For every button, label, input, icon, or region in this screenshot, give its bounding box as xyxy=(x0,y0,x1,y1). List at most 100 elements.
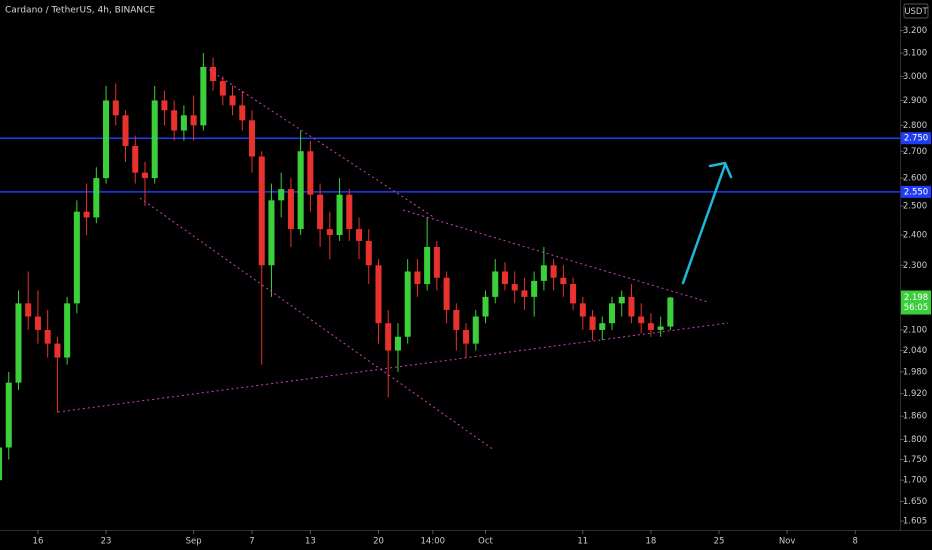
candle-body xyxy=(531,280,538,297)
candle-body xyxy=(210,66,217,82)
candle-body xyxy=(657,326,664,330)
y-tick-label: 3.000 xyxy=(903,72,927,82)
candle-body xyxy=(44,329,51,344)
y-tick-label: 2.800 xyxy=(903,121,927,131)
candle-body xyxy=(336,194,343,236)
candle-body xyxy=(638,316,645,324)
currency-label[interactable]: USDT xyxy=(904,7,928,17)
candle-body xyxy=(268,200,275,266)
y-tick-label: 2.040 xyxy=(903,346,927,356)
y-tick-label: 1.700 xyxy=(903,476,927,486)
candle-body xyxy=(492,271,499,297)
candle-body xyxy=(54,343,61,358)
x-tick-label: 25 xyxy=(714,537,725,547)
currency-box[interactable] xyxy=(903,3,929,19)
candle-body xyxy=(317,194,324,230)
trend-line xyxy=(402,209,709,303)
candle-body xyxy=(424,246,431,285)
x-tick-label: Nov xyxy=(779,537,796,547)
plot xyxy=(0,53,900,481)
candle-body xyxy=(83,211,90,218)
drawings xyxy=(57,66,729,451)
candle-body xyxy=(0,447,3,481)
candle-body xyxy=(171,110,178,131)
candle-body xyxy=(385,323,392,351)
candle-body xyxy=(472,316,479,344)
candle-body xyxy=(433,246,440,278)
level-label-box xyxy=(901,132,931,145)
candle-body xyxy=(64,303,71,358)
x-tick-label: 18 xyxy=(646,537,657,547)
candle-body xyxy=(443,277,450,310)
y-tick-label: 3.200 xyxy=(903,26,927,36)
candle-body xyxy=(15,303,22,383)
candle-body xyxy=(608,303,616,324)
candle-body xyxy=(365,240,372,266)
x-tick-label: Oct xyxy=(478,537,493,547)
candle-body xyxy=(248,120,256,157)
candle-body xyxy=(618,296,625,304)
candle-body xyxy=(297,151,304,230)
candle-body xyxy=(122,115,129,147)
candle-body xyxy=(521,290,528,297)
candle-body xyxy=(599,323,606,330)
candle-body xyxy=(560,277,567,285)
candle-body xyxy=(219,81,226,96)
y-tick-label: 1.605 xyxy=(903,517,927,527)
candle-body xyxy=(404,271,411,337)
candle-body xyxy=(550,265,557,278)
y-tick-label: 1.920 xyxy=(903,389,927,399)
candle-body xyxy=(326,229,333,236)
x-tick-label: 11 xyxy=(577,537,588,547)
x-tick-label: Sep xyxy=(186,537,202,547)
candle-body xyxy=(103,100,110,179)
candle-body xyxy=(511,284,518,291)
arrow-shaft xyxy=(681,163,727,285)
candle-body xyxy=(501,271,508,285)
y-tick-label: 1.650 xyxy=(903,497,927,507)
candle-body xyxy=(151,100,158,179)
candle-body xyxy=(463,329,470,344)
trend-line xyxy=(204,66,436,219)
y-tick-label: 2.400 xyxy=(903,231,927,241)
candle-body xyxy=(287,189,294,230)
candle-body xyxy=(258,156,265,266)
last-price-label: 2.198 xyxy=(904,293,928,303)
candle-body xyxy=(73,211,80,304)
candle-body xyxy=(540,265,547,281)
candle-body xyxy=(161,100,168,111)
candle-body xyxy=(394,336,401,351)
arrow-head xyxy=(708,161,733,179)
y-tick-label: 2.600 xyxy=(903,174,927,184)
candle-body xyxy=(25,303,32,317)
candle-body xyxy=(579,303,586,317)
x-tick-label: 8 xyxy=(853,537,858,547)
candle-body xyxy=(5,382,12,448)
candle-body xyxy=(239,105,246,121)
candle-body xyxy=(482,296,489,317)
chart-title: Cardano / TetherUS, 4h, BINANCE xyxy=(5,6,155,16)
candle-body xyxy=(570,284,577,304)
candle-body xyxy=(414,271,421,285)
candle-body xyxy=(667,297,674,327)
candle-body xyxy=(200,66,207,126)
candle-body xyxy=(229,95,236,106)
countdown-label: 56:05 xyxy=(904,303,929,313)
candle-body xyxy=(132,146,139,173)
level-label: 2.750 xyxy=(904,134,928,144)
candle-body xyxy=(34,316,41,330)
candle-body xyxy=(112,100,119,116)
y-tick-label: 1.980 xyxy=(903,367,927,377)
x-tick-label: 13 xyxy=(305,537,316,547)
y-tick-label: 1.750 xyxy=(903,455,927,465)
x-tick-label: 20 xyxy=(373,537,384,547)
x-tick-label: 7 xyxy=(249,537,254,547)
y-tick-label: 2.300 xyxy=(903,261,927,271)
y-tick-label: 2.900 xyxy=(903,96,927,106)
candle-body xyxy=(346,194,353,230)
candle-body xyxy=(628,296,635,317)
arrow xyxy=(681,161,733,285)
candle-body xyxy=(589,316,596,330)
x-tick-label: 16 xyxy=(33,537,44,547)
